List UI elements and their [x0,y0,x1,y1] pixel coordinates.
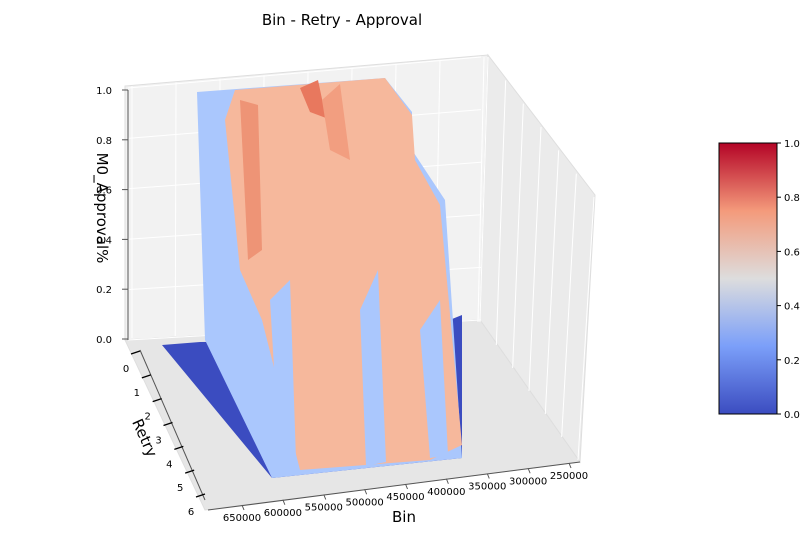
colorbar-tick-label: 0.2 [784,356,800,367]
grid-line [544,150,560,415]
x-tick-mark [241,504,245,511]
surface [162,78,462,478]
z-tick-label: 0.6 [96,186,112,197]
colorbar-tick-labels: 0.0 0.2 0.4 0.6 0.8 1.0 [777,139,800,421]
x-axis: 650000 600000 550000 500000 450000 400000 3500… [207,461,588,526]
y-tick-label: 1 [134,388,140,399]
grid-line [479,56,489,323]
y-tick-mark [152,398,162,403]
y-tick-label: 2 [144,412,150,423]
colorbar-tick-label: 0.6 [784,247,800,258]
z-tick-label: 0.8 [96,136,112,147]
x-tick-mark [486,473,490,479]
x-tick-mark [527,468,531,474]
z-axis: 0.0 0.2 0.4 0.6 0.8 1.0 M0_Approval% [92,86,129,346]
x-tick-label: 400000 [427,487,465,498]
x-tick-label: 300000 [509,476,547,487]
z-tick-label: 0.0 [96,335,112,346]
z-tick-labels: 0.0 0.2 0.4 0.6 0.8 1.0 [96,86,128,346]
grid-line [174,82,177,337]
y-tick-mark [174,445,184,450]
surface-peak-1 [300,80,326,118]
x-tick-labels: 650000 600000 550000 500000 450000 400000 3500… [223,462,588,524]
surface-valley-2 [360,270,386,466]
grid-line [495,80,507,346]
surface-valley-1 [270,280,296,470]
x-axis-line [207,461,581,511]
x-tick-label: 600000 [264,508,302,519]
z-axis-label: M0_Approval% [92,153,111,264]
y-tick-label: 6 [188,507,194,518]
grid-line [512,103,524,369]
colorbar-tick-label: 0.0 [784,410,800,421]
y-tick-labels: 0 1 2 3 4 5 6 [123,350,206,518]
grid-line [577,196,595,461]
x-tick-label: 650000 [223,513,261,524]
x-tick-label: 500000 [346,497,384,508]
y-tick-mark [163,421,173,427]
x-tick-mark [282,499,286,505]
x-tick-label: 250000 [550,471,588,482]
y-tick-label: 3 [155,436,161,447]
x-tick-mark [445,478,449,484]
x-tick-mark [568,462,572,469]
y-tick-mark [130,350,141,355]
z-tick-label: 1.0 [96,86,112,97]
colorbar-gradient [718,142,778,415]
y-tick-label: 0 [123,364,129,375]
y-tick-mark [141,374,152,379]
grid-line [528,126,542,392]
x-tick-mark [323,494,327,500]
colorbar-tick-label: 1.0 [784,139,800,150]
surface-valley-3 [420,300,448,458]
grid-line [561,173,577,438]
surface-peak-3 [322,84,350,160]
surface-peak-2 [240,100,262,260]
y-tick-mark [195,493,206,498]
colorbar-tick-label: 0.4 [784,302,800,313]
colorbar: 0.0 0.2 0.4 0.6 0.8 1.0 [718,139,800,421]
z-tick-label: 0.4 [96,235,112,246]
x-tick-label: 450000 [386,492,424,503]
x-axis-label: Bin [392,508,416,526]
x-tick-mark [405,483,408,490]
x-tick-label: 550000 [305,503,343,514]
y-tick-mark [184,469,195,474]
z-tick-label: 0.2 [96,285,112,296]
x-tick-mark [364,489,368,495]
grid-line [127,56,482,89]
y-tick-label: 4 [166,459,172,470]
grid-line [477,56,485,323]
x-tick-label: 350000 [468,482,506,493]
y-tick-label: 5 [177,483,183,494]
chart-title: Bin - Retry - Approval [262,11,422,29]
colorbar-tick-label: 0.8 [784,193,800,204]
